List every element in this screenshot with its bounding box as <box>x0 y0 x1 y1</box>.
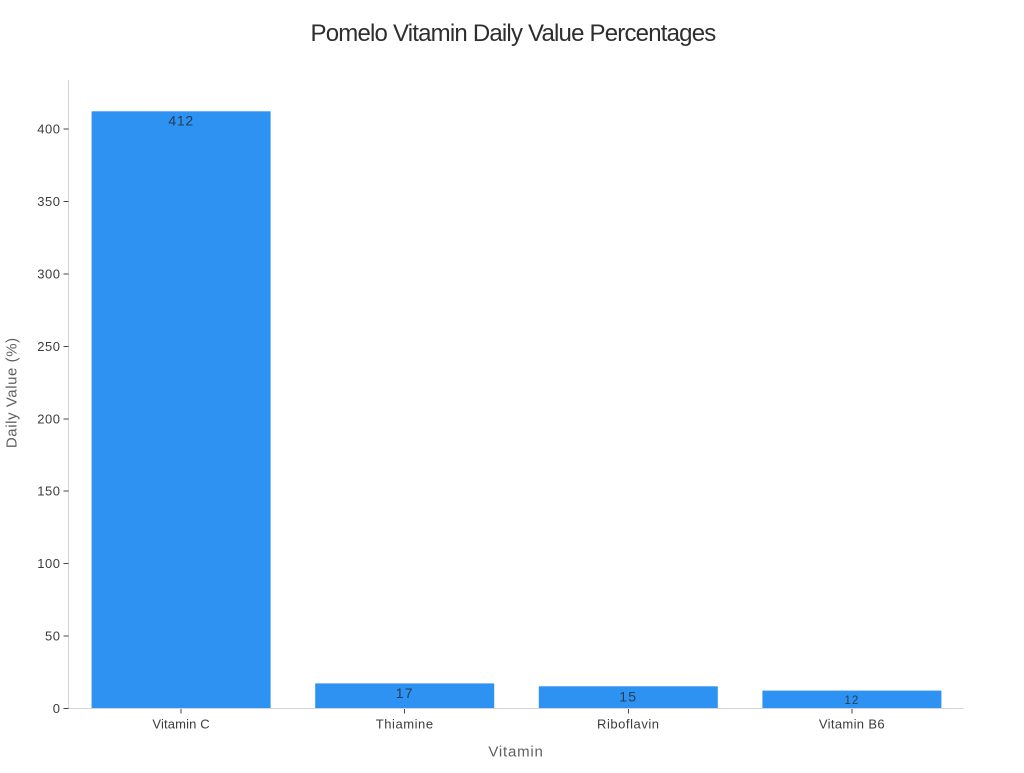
svg-text:50: 50 <box>45 629 60 644</box>
svg-text:0: 0 <box>53 701 61 716</box>
svg-text:100: 100 <box>37 556 60 571</box>
svg-text:Riboflavin: Riboflavin <box>597 716 660 731</box>
svg-text:17: 17 <box>396 685 414 701</box>
svg-text:12: 12 <box>845 695 860 707</box>
svg-text:Vitamin B6: Vitamin B6 <box>819 716 885 731</box>
svg-text:250: 250 <box>37 339 60 354</box>
svg-text:Vitamin C: Vitamin C <box>152 716 209 731</box>
svg-text:412: 412 <box>168 113 193 129</box>
svg-text:200: 200 <box>37 411 60 426</box>
svg-text:400: 400 <box>37 122 60 137</box>
svg-text:150: 150 <box>37 484 60 499</box>
svg-text:Daily Value (%): Daily Value (%) <box>4 337 21 448</box>
svg-text:Thiamine: Thiamine <box>376 716 434 731</box>
svg-text:Pomelo Vitamin Daily Value Per: Pomelo Vitamin Daily Value Percentages <box>311 20 717 47</box>
svg-text:300: 300 <box>37 266 60 281</box>
svg-text:350: 350 <box>37 194 60 209</box>
svg-text:15: 15 <box>619 688 637 704</box>
svg-text:Vitamin: Vitamin <box>488 744 543 761</box>
